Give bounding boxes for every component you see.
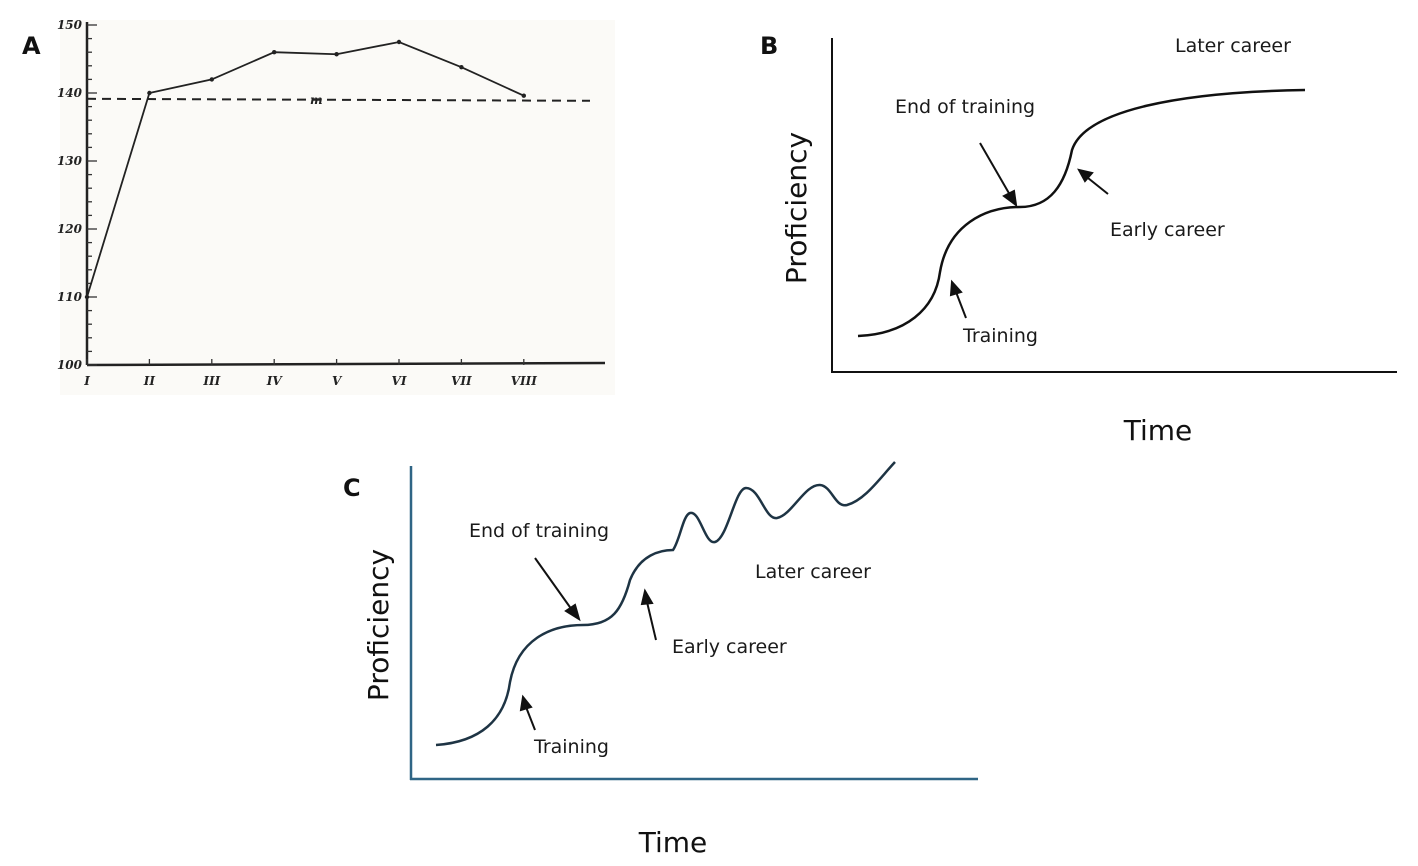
x-tick-label: IV: [266, 374, 284, 388]
y-tick-label: 140: [57, 86, 83, 100]
series-line: [86, 41, 525, 298]
data-point: [272, 50, 277, 55]
data-point: [334, 52, 339, 57]
proficiency-curve: [435, 461, 896, 747]
x-axis-title: Time: [1123, 414, 1193, 447]
annotation-later-career: Later career: [1175, 35, 1291, 57]
data-point: [396, 39, 402, 45]
x-tick-label: VI: [392, 374, 407, 388]
arrowhead-icon: [640, 588, 654, 606]
data-point: [209, 77, 214, 82]
panel-c-label: C: [343, 474, 361, 502]
arrowhead-icon: [519, 694, 533, 712]
y-axis-title: Proficiency: [780, 132, 813, 284]
arrow-early-career: [1087, 177, 1109, 195]
x-tick-label: VIII: [511, 374, 538, 388]
arrow-early-career: [646, 601, 657, 641]
annotation-training: Training: [533, 736, 609, 758]
x-tick-label: II: [143, 374, 156, 388]
x-tick-label: V: [332, 374, 343, 388]
y-axis-title: Proficiency: [362, 549, 395, 701]
panel-a-label: A: [22, 32, 41, 60]
y-tick-label: 150: [57, 18, 83, 32]
x-axis: [86, 361, 606, 367]
annotation-end-of-training: End of training: [895, 96, 1035, 118]
x-axis-title: Time: [638, 826, 708, 859]
x-tick-label: VII: [451, 374, 472, 388]
panel-a-background: [60, 20, 615, 395]
arrowhead-icon: [1002, 189, 1018, 208]
data-point: [84, 294, 90, 300]
data-point: [459, 64, 464, 70]
y-tick-label: 100: [57, 358, 83, 372]
reference-line-label: m: [310, 93, 323, 107]
x-tick-label: I: [83, 374, 90, 388]
data-point: [147, 90, 152, 96]
annotation-end-of-training: End of training: [469, 520, 609, 542]
arrowhead-icon: [564, 603, 581, 622]
annotation-training: Training: [962, 325, 1038, 347]
arrowhead-icon: [949, 279, 963, 297]
annotation-early-career: Early career: [672, 636, 787, 658]
panel-c: C Time Proficiency End of training Later…: [343, 461, 978, 859]
panel-b: B Time Proficiency Later career End of t…: [760, 32, 1397, 447]
arrow-training: [955, 291, 967, 319]
arrowhead-icon: [1077, 168, 1094, 183]
arrow-end-of-training: [979, 142, 1011, 196]
arrow-training: [525, 706, 536, 731]
y-tick-label: 130: [57, 154, 83, 168]
panel-b-label: B: [760, 32, 778, 60]
annotation-early-career: Early career: [1110, 219, 1225, 241]
x-tick-label: III: [202, 374, 220, 388]
data-point: [521, 93, 526, 98]
reference-line: [86, 97, 591, 102]
annotation-later-career: Later career: [755, 561, 871, 583]
proficiency-curve: [857, 88, 1306, 338]
arrow-end-of-training: [534, 557, 573, 611]
y-tick-label: 110: [57, 290, 83, 304]
y-tick-label: 120: [57, 222, 83, 236]
